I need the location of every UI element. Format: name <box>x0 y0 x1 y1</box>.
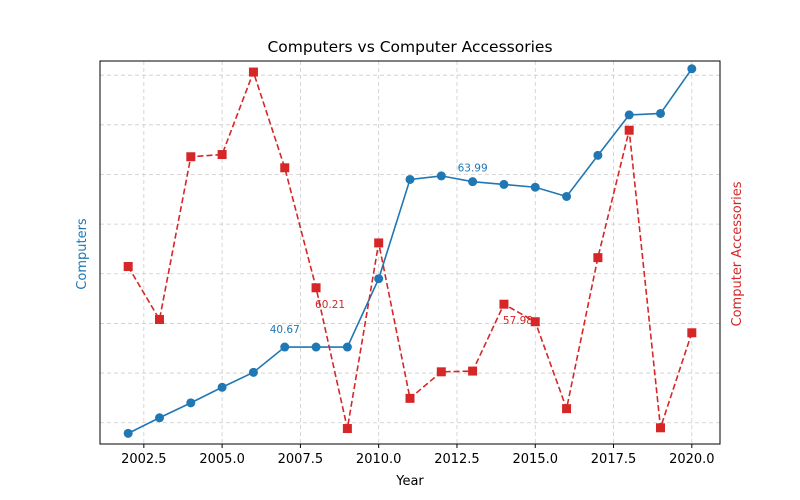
data-point <box>499 299 509 309</box>
data-point <box>656 108 666 118</box>
data-point <box>656 423 666 433</box>
data-point <box>593 150 603 160</box>
series-line <box>127 69 693 429</box>
data-point <box>593 253 603 263</box>
series-layer <box>123 64 697 438</box>
grid <box>100 61 720 444</box>
data-point <box>123 428 133 438</box>
annotation-layer: 40.67 63.99 60.21 57.98 <box>270 163 533 336</box>
data-point <box>624 110 634 120</box>
data-label: 63.99 <box>458 163 488 175</box>
x-axis-ticks: 2002.5 2005.0 2007.5 2010.0 2012.5 2015.0 2017… <box>121 444 715 467</box>
x-tick-label: 2017.5 <box>591 452 637 467</box>
data-point <box>499 179 509 189</box>
x-tick-label: 2010.0 <box>356 452 402 467</box>
data-point <box>374 274 384 284</box>
data-point <box>186 152 196 162</box>
x-tick-label: 2007.5 <box>278 452 324 467</box>
data-point <box>311 342 321 352</box>
data-point <box>436 367 446 377</box>
left-y-axis-label: Computers <box>75 218 90 290</box>
data-point <box>405 174 415 184</box>
x-tick-label: 2012.5 <box>434 452 480 467</box>
x-tick-label: 2020.0 <box>669 452 715 467</box>
data-point <box>280 342 290 352</box>
data-point <box>342 342 352 352</box>
data-point <box>217 382 227 392</box>
data-point <box>405 393 415 403</box>
data-point <box>123 261 133 271</box>
series-computer-accessories <box>123 67 697 434</box>
data-point <box>342 424 352 434</box>
data-point <box>154 315 164 325</box>
data-point <box>311 283 321 293</box>
data-point <box>217 150 227 160</box>
data-point <box>687 328 697 338</box>
data-label: 57.98 <box>503 315 533 327</box>
x-axis-label: Year <box>395 474 424 489</box>
data-point <box>186 398 196 408</box>
data-point <box>530 317 540 327</box>
data-point <box>436 171 446 181</box>
data-point <box>468 177 478 187</box>
data-label: 40.67 <box>270 324 300 336</box>
chart-title: Computers vs Computer Accessories <box>267 38 552 56</box>
data-point <box>530 182 540 192</box>
x-tick-label: 2002.5 <box>121 452 167 467</box>
series-line <box>127 68 693 435</box>
data-point <box>624 125 634 135</box>
data-point <box>280 163 290 173</box>
data-point <box>248 367 258 377</box>
data-label: 60.21 <box>315 299 345 311</box>
x-tick-label: 2015.0 <box>513 452 559 467</box>
data-point <box>562 191 572 201</box>
data-point <box>468 366 478 376</box>
data-point <box>248 67 258 77</box>
data-point <box>154 413 164 423</box>
data-point <box>562 404 572 414</box>
data-point <box>687 64 697 74</box>
right-y-axis-label: Computer Accessories <box>730 181 745 326</box>
data-point <box>374 238 384 248</box>
plot-frame <box>99 60 721 445</box>
x-tick-label: 2005.0 <box>199 452 245 467</box>
series-computers <box>123 64 697 438</box>
